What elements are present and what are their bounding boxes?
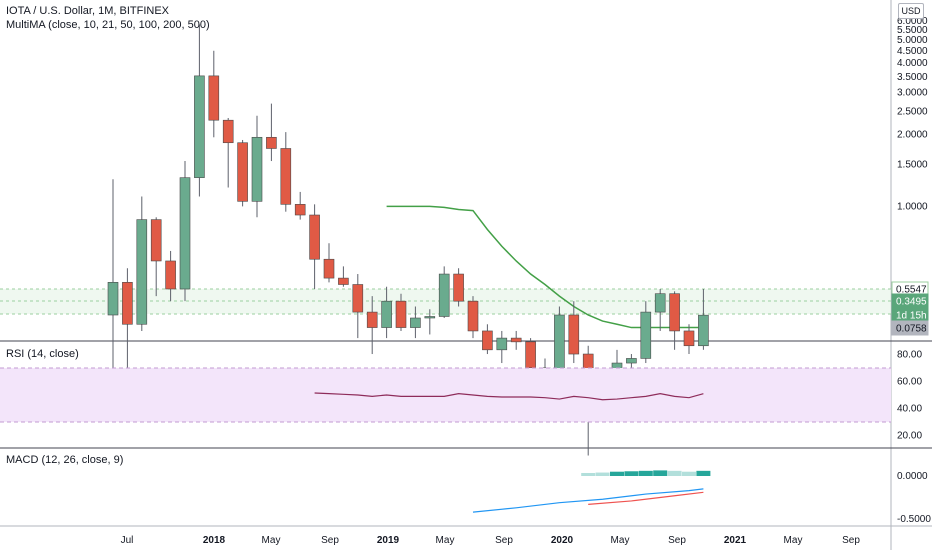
time-tick-label: Sep: [495, 535, 513, 546]
macd-histogram-bar: [595, 472, 610, 476]
price-tick-label: 2.0000: [897, 130, 928, 141]
candle-body: [467, 300, 479, 332]
macd-tick-label: -0.5000: [897, 514, 931, 525]
candle-body: [510, 337, 522, 343]
rsi-band: [0, 368, 891, 422]
rsi-line: [314, 392, 704, 401]
rsi-tick-label: 60.00: [897, 377, 922, 388]
candle-body: [179, 177, 191, 290]
candle-body: [251, 136, 263, 202]
candle-body: [150, 219, 162, 262]
rsi-tick-label: 80.00: [897, 350, 922, 361]
time-tick-label: May: [784, 535, 803, 546]
price-tag-box: [891, 320, 929, 336]
time-tick-label: 2020: [551, 535, 574, 546]
macd-histogram-bar: [653, 470, 668, 476]
time-tick-label: Sep: [321, 535, 339, 546]
time-tick-label: May: [262, 535, 281, 546]
candle-body: [438, 273, 450, 317]
rsi-tick-label: 40.00: [897, 404, 922, 415]
time-tick-label: May: [611, 535, 630, 546]
candle-body: [136, 219, 148, 325]
time-tick-label: 2019: [377, 535, 400, 546]
candle-body: [208, 75, 220, 121]
currency-button[interactable]: USD: [898, 3, 924, 19]
candle-body: [165, 260, 176, 290]
candle-body: [338, 277, 349, 285]
macd-histogram-bar: [682, 471, 696, 476]
rsi-legend[interactable]: RSI (14, close): [6, 348, 79, 360]
macd-tick-label: 0.0000: [897, 471, 928, 482]
candle-body: [294, 204, 306, 216]
candle-body: [568, 314, 580, 355]
candle-body: [222, 119, 234, 144]
price-tick-label: 1.5000: [897, 159, 928, 170]
price-tick-label: 5.0000: [897, 35, 928, 46]
time-tick-label: Sep: [668, 535, 686, 546]
candle-body: [280, 148, 292, 205]
time-tick-label: 2018: [203, 535, 226, 546]
time-tick-label: Sep: [842, 535, 860, 546]
macd-histogram-bar: [581, 472, 596, 476]
candle-body: [352, 284, 364, 313]
macd-histogram: [581, 470, 711, 476]
price-tick-label: 3.5000: [897, 72, 928, 83]
candle-body: [683, 330, 695, 347]
macd-line: [472, 488, 704, 513]
time-tick-label: Jul: [121, 535, 134, 546]
candle-body: [395, 300, 407, 328]
candle-body: [482, 330, 493, 351]
candle-body: [654, 293, 666, 313]
time-tick-label: May: [436, 535, 455, 546]
time-tick-label: 2021: [724, 535, 747, 546]
macd-histogram-bar: [610, 471, 624, 476]
price-tick-label: 3.0000: [897, 88, 928, 99]
candlestick-series: [107, 24, 709, 456]
candle-body: [453, 273, 464, 302]
candle-body: [323, 258, 335, 279]
candle-body: [410, 317, 421, 328]
candle-body: [237, 142, 248, 202]
price-tick-label: 2.5000: [897, 107, 928, 118]
candle-body: [525, 341, 536, 369]
price-tag-label: 1d 15h: [896, 311, 927, 322]
price-tag-label: 0.0758: [896, 324, 927, 335]
macd-histogram-bar: [624, 471, 639, 476]
price-tag-label: 0.3495: [896, 297, 927, 308]
price-tick-label: 4.0000: [897, 58, 928, 69]
price-tag-label: 0.5547: [896, 285, 927, 296]
candle-body: [424, 316, 436, 319]
price-tick-label: 4.5000: [897, 46, 928, 57]
time-axis[interactable]: Jul 2018 May Sep 2019 May Sep 2020 May Sep 2021 May…: [121, 535, 861, 546]
multima-legend[interactable]: MultiMA (close, 10, 21, 50, 100, 200, 50…: [6, 19, 210, 31]
candle-body: [309, 214, 320, 260]
signal-line: [588, 491, 704, 505]
candle-body: [122, 282, 133, 325]
price-tick-label: 1.0000: [897, 201, 928, 212]
candle-body: [366, 311, 378, 328]
candle-body: [626, 358, 637, 364]
symbol-title[interactable]: IOTA / U.S. Dollar, 1M, BITFINEX: [6, 5, 170, 17]
candle-body: [698, 314, 709, 347]
candle-body: [107, 282, 119, 316]
macd-legend[interactable]: MACD (12, 26, close, 9): [6, 454, 123, 466]
rsi-axis: 80.00 60.00 40.00 20.00: [897, 350, 922, 442]
rsi-tick-label: 20.00: [897, 431, 922, 442]
macd-histogram-bar: [667, 470, 682, 476]
macd-axis: 0.0000 -0.5000: [897, 471, 931, 525]
price-tick-label: 5.5000: [897, 25, 928, 36]
candle-body: [194, 75, 205, 178]
candle-body: [640, 311, 652, 359]
macd-histogram-bar: [638, 470, 653, 476]
candle-body: [266, 136, 277, 149]
price-tick-label: 6.0000: [897, 16, 928, 27]
candle-body: [669, 293, 680, 332]
candle-body: [381, 300, 392, 328]
candle-body: [496, 337, 508, 351]
macd-histogram-bar: [696, 470, 711, 476]
